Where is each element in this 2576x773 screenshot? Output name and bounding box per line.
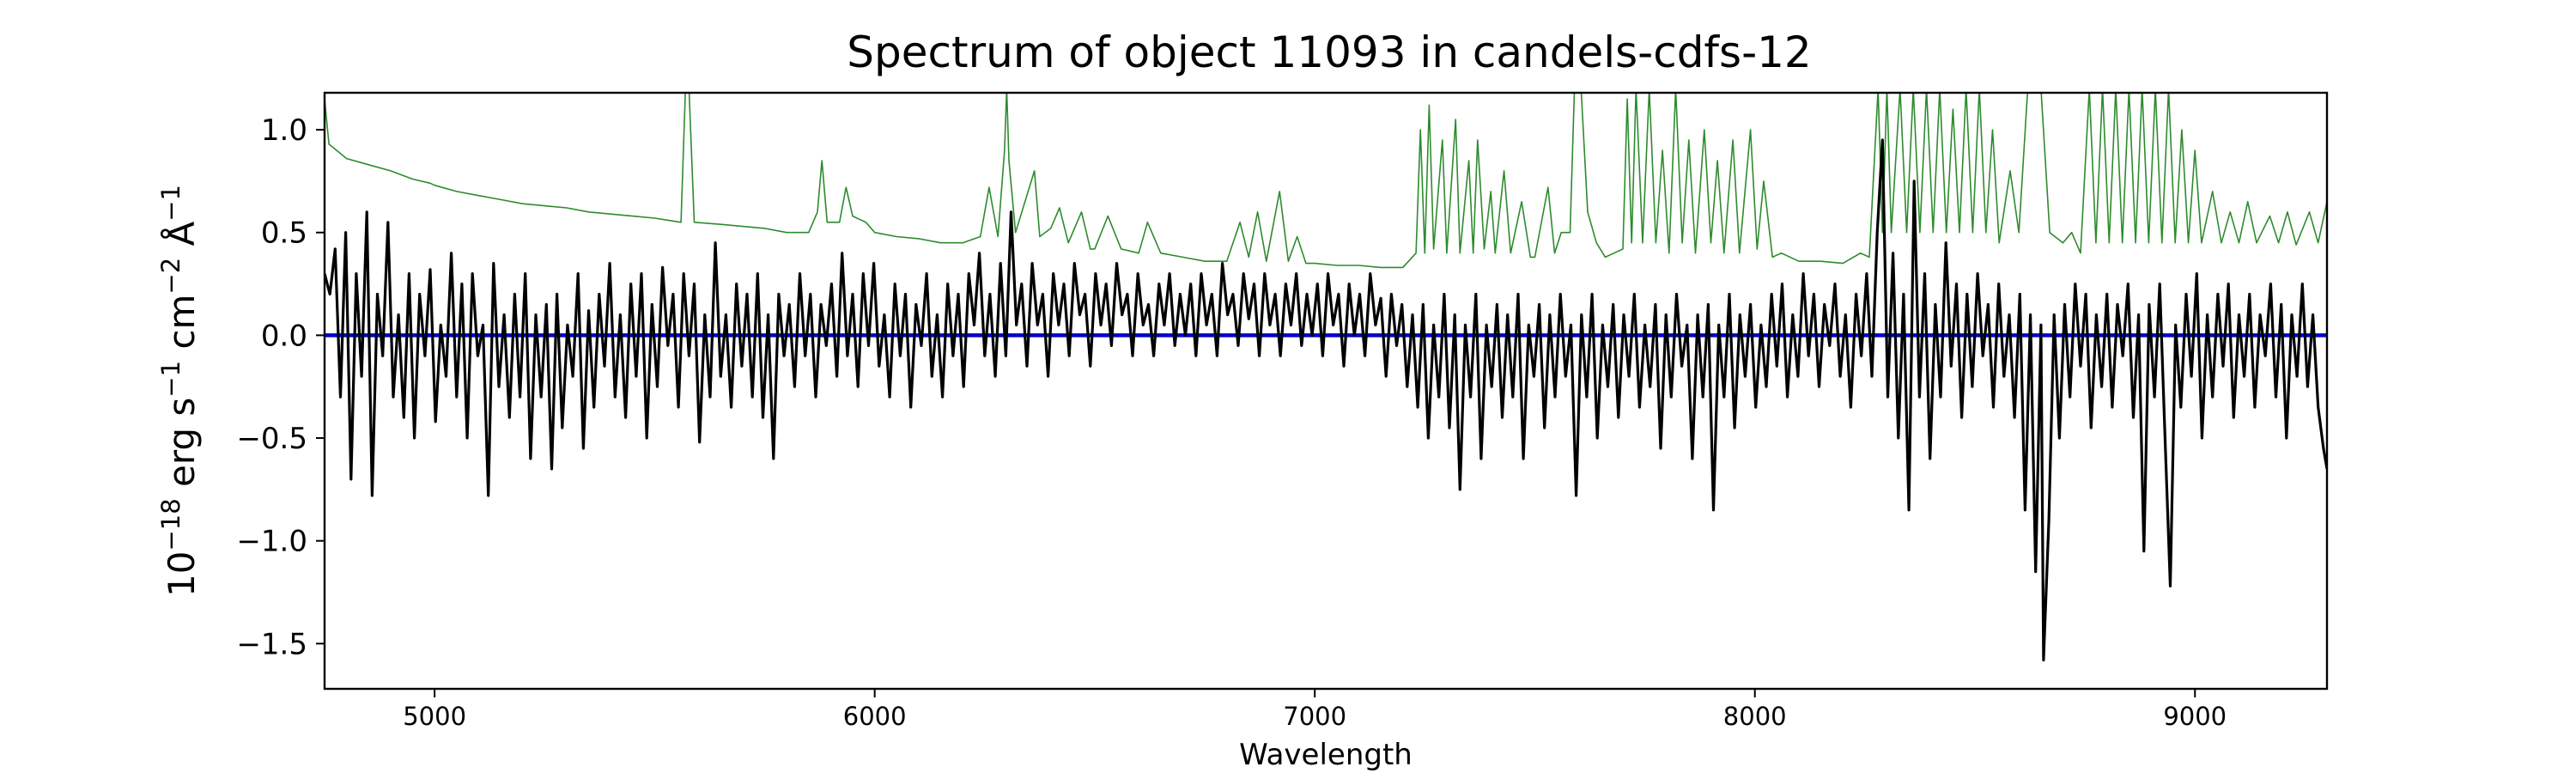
y-label-exp-2: −1 (156, 361, 185, 398)
y-tick-label: −1.0 (236, 525, 307, 559)
x-tick-label: 6000 (843, 702, 907, 731)
y-label-exp-1: −18 (156, 498, 185, 551)
y-label-unit-3: Å (160, 222, 203, 258)
noise-series-line (325, 93, 2327, 269)
series-layer (325, 93, 2327, 662)
y-label-exp-3: −2 (156, 258, 185, 295)
y-axis: −1.5 −1.0 −0.5 0.0 0.5 1.0 (236, 113, 325, 661)
x-tick-label: 5000 (403, 702, 466, 731)
y-axis-label: 10−18 erg s−1 cm−2 Å−1 (156, 185, 203, 597)
y-label-unit-2: cm (161, 295, 203, 361)
plot-frame (323, 91, 2329, 691)
flux-series-line (325, 138, 2327, 662)
y-tick-label: 0.0 (261, 319, 307, 353)
y-tick-label: 0.5 (261, 216, 307, 251)
x-tick-label: 9000 (2163, 702, 2227, 731)
y-tick-label: 1.0 (261, 113, 307, 148)
y-tick-label: −0.5 (236, 422, 307, 456)
x-tick-label: 7000 (1283, 702, 1346, 731)
y-label-base: 10 (161, 551, 203, 597)
chart-title: Spectrum of object 11093 in candels-cdfs… (847, 27, 1812, 77)
y-label-exp-4: −1 (156, 185, 185, 222)
y-tick-label: −1.5 (236, 627, 307, 661)
x-tick-label: 8000 (1723, 702, 1787, 731)
x-axis-label: Wavelength (1239, 738, 1413, 772)
y-label-unit-1: erg s (161, 398, 203, 499)
x-axis: 5000 6000 7000 8000 9000 (403, 689, 2227, 731)
